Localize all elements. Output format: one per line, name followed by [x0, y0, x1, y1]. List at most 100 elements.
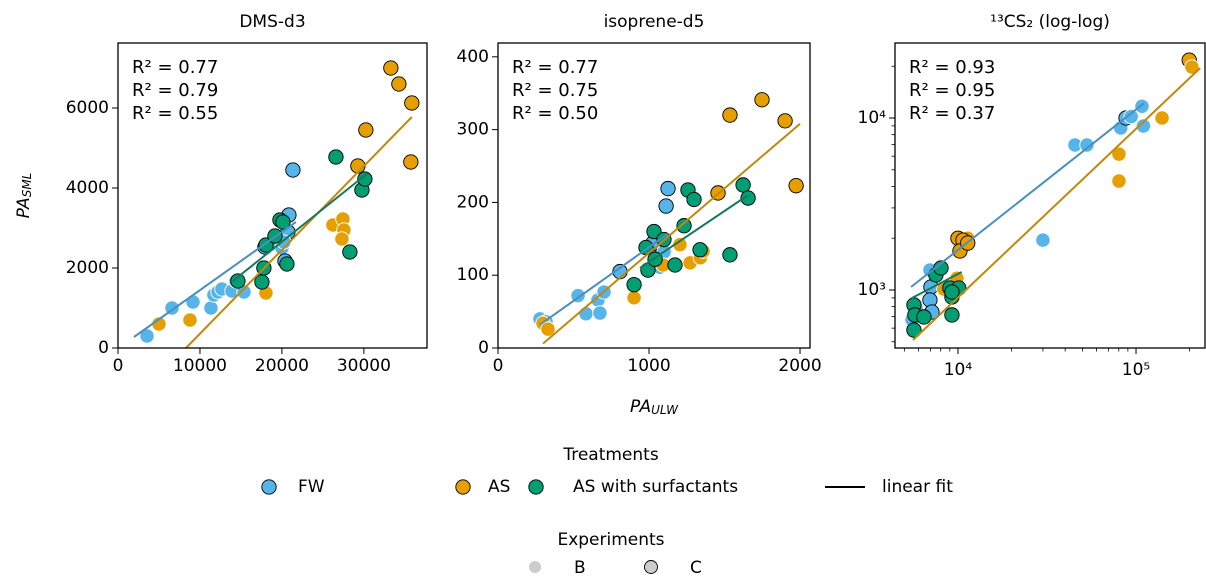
data-point [1134, 98, 1150, 114]
data-point [230, 273, 246, 289]
data-point [403, 154, 419, 170]
legend-marker [644, 560, 658, 574]
data-point [944, 284, 960, 300]
axes-frame [117, 42, 428, 349]
y-tick-label: 0 [478, 338, 489, 358]
legend-label: linear fit [882, 477, 953, 497]
data-point [658, 198, 674, 214]
data-point [626, 277, 642, 293]
data-point [1123, 108, 1139, 125]
y-tick-label: 10³ [858, 280, 886, 300]
legend-marker [455, 479, 471, 495]
y-tick-label: 4000 [66, 178, 109, 198]
fit-line [232, 172, 369, 282]
legend-title: Treatments [562, 445, 659, 465]
data-point [328, 149, 344, 165]
x-tick-label: 30000 [337, 356, 391, 376]
data-point [391, 76, 407, 92]
data-point [1135, 118, 1152, 134]
data-point [383, 60, 399, 76]
x-axis-label: PAULW [630, 397, 679, 417]
data-point [626, 290, 642, 306]
panel: isoprene-d5 0 1000 2000 0 100 200 300 400 R² = 0.… [457, 12, 822, 417]
x-tick-label: 0 [493, 356, 504, 376]
data-point [275, 214, 291, 230]
legend-marker [261, 479, 277, 495]
data-point [944, 307, 960, 323]
fit-line [542, 123, 801, 345]
legend-title: Experiments [557, 530, 664, 550]
data-point [203, 300, 219, 316]
y-tick-label: 400 [457, 47, 489, 67]
data-point [735, 177, 751, 193]
x-tick-label: 1000 [627, 356, 670, 376]
fit-line [539, 232, 669, 326]
y-axis-label: PASML [14, 173, 34, 219]
data-point [357, 171, 373, 187]
data-point [777, 113, 793, 129]
data-point [254, 274, 270, 290]
data-point [592, 305, 608, 321]
legend-label: B [574, 558, 586, 578]
y-tick-label: 100 [457, 265, 489, 285]
y-tick-label: 10⁴ [858, 108, 887, 128]
y-tick-label: 0 [98, 338, 109, 358]
plot-area [133, 60, 420, 348]
data-point [740, 190, 756, 206]
data-point [754, 92, 770, 108]
legend-marker [528, 479, 544, 495]
fit-line [133, 221, 297, 338]
r2-annotation: R² = 0.55 [132, 103, 218, 124]
data-point [540, 321, 556, 337]
data-point [1184, 59, 1200, 75]
r2-annotation: R² = 0.77 [512, 57, 598, 78]
data-point [1111, 173, 1127, 189]
r2-annotation: R² = 0.77 [132, 57, 218, 78]
panel-title: DMS-d3 [239, 12, 305, 32]
fit-line [639, 194, 749, 269]
data-point [906, 322, 922, 338]
r2-annotation: R² = 0.37 [909, 103, 995, 124]
data-point [182, 312, 198, 328]
x-tick-label: 10000 [173, 356, 227, 376]
data-point [185, 294, 201, 310]
data-point [1111, 146, 1127, 162]
data-point [916, 309, 932, 325]
axes-frame [497, 42, 811, 349]
y-tick-label: 200 [457, 192, 489, 212]
x-tick-label: 10⁴ [944, 360, 973, 380]
data-point [358, 122, 374, 138]
data-point [1035, 232, 1051, 248]
data-point [667, 257, 683, 273]
x-tick-label: 20000 [255, 356, 309, 376]
legend-label: AS [488, 477, 510, 497]
x-tick-label: 10⁵ [1122, 360, 1150, 380]
x-tick-label: 0 [113, 356, 124, 376]
data-point [660, 180, 676, 197]
fit-line [912, 67, 1201, 341]
data-point [686, 191, 702, 208]
fit-line [910, 102, 1145, 288]
r2-annotation: R² = 0.50 [512, 103, 598, 124]
data-point [334, 231, 350, 247]
data-point [279, 256, 295, 272]
legend-label: AS with surfactants [573, 477, 738, 497]
legend: Treatments FW AS AS with surfactants linear … [261, 445, 953, 578]
r2-annotation: R² = 0.95 [909, 80, 995, 101]
label-subscript: ULW [651, 403, 679, 417]
axes-frame [894, 42, 1206, 349]
r2-annotation: R² = 0.75 [512, 80, 598, 101]
data-point [342, 244, 358, 260]
fit-line [185, 116, 413, 348]
y-tick-label: 300 [457, 120, 489, 140]
data-point [285, 162, 301, 178]
fit-line [911, 271, 963, 299]
data-point [578, 306, 594, 322]
r2-annotation: R² = 0.93 [909, 57, 995, 78]
data-point [1079, 137, 1095, 153]
data-point [722, 107, 738, 123]
x-tick-label: 2000 [778, 356, 821, 376]
label-text: PA [14, 197, 34, 218]
